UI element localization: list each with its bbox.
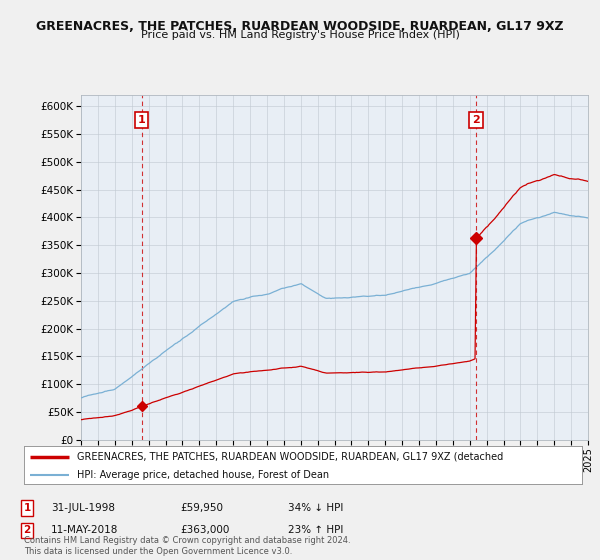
Text: £59,950: £59,950 [180,503,223,513]
Text: Price paid vs. HM Land Registry's House Price Index (HPI): Price paid vs. HM Land Registry's House … [140,30,460,40]
Text: 11-MAY-2018: 11-MAY-2018 [51,525,118,535]
Text: Contains HM Land Registry data © Crown copyright and database right 2024.
This d: Contains HM Land Registry data © Crown c… [24,536,350,556]
Text: 34% ↓ HPI: 34% ↓ HPI [288,503,343,513]
Text: £363,000: £363,000 [180,525,229,535]
Text: 1: 1 [23,503,31,513]
Text: HPI: Average price, detached house, Forest of Dean: HPI: Average price, detached house, Fore… [77,470,329,480]
Text: 23% ↑ HPI: 23% ↑ HPI [288,525,343,535]
Text: 31-JUL-1998: 31-JUL-1998 [51,503,115,513]
Text: 1: 1 [137,115,145,125]
Text: GREENACRES, THE PATCHES, RUARDEAN WOODSIDE, RUARDEAN, GL17 9XZ: GREENACRES, THE PATCHES, RUARDEAN WOODSI… [36,20,564,32]
Text: 2: 2 [23,525,31,535]
Text: 2: 2 [472,115,480,125]
Text: GREENACRES, THE PATCHES, RUARDEAN WOODSIDE, RUARDEAN, GL17 9XZ (detached: GREENACRES, THE PATCHES, RUARDEAN WOODSI… [77,452,503,462]
